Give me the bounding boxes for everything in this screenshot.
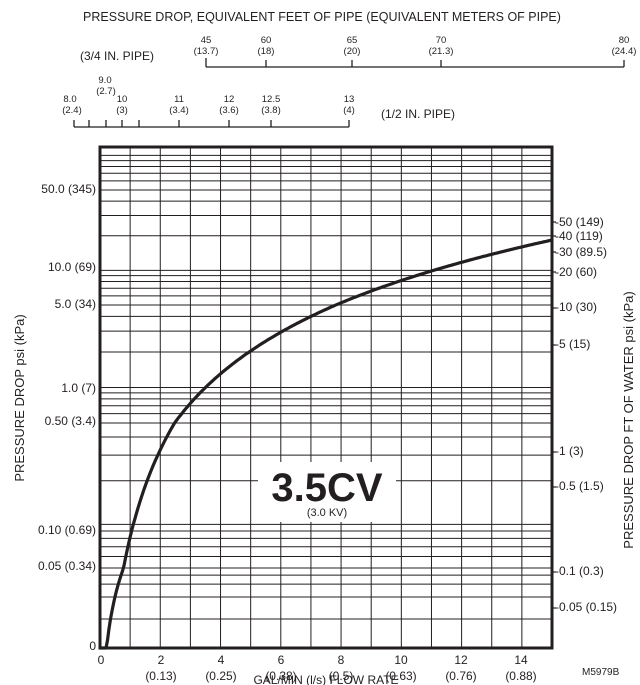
center-label: 3.5CV [271, 466, 382, 510]
y-axis-label-right: PRESSURE DROP FT OF WATER psi (kPa) [621, 291, 636, 548]
chart-title: PRESSURE DROP, EQUIVALENT FEET OF PIPE (… [83, 10, 561, 24]
pipe-12-label: (1/2 IN. PIPE) [381, 107, 455, 121]
y-tick-label-right: -0.5 (1.5) [555, 479, 604, 493]
x-tick-sub: (0.76) [445, 669, 476, 683]
pipe-12-tick-label: 13 [344, 94, 355, 105]
y-tick-label-left: 0.05 (0.34) [38, 559, 96, 573]
pipe-34-tick-sub: (20) [344, 46, 361, 57]
pipe-12-tick-sub: (3.6) [219, 105, 239, 116]
x-tick-sub: (0.25) [205, 669, 236, 683]
x-tick-sub: (0.13) [145, 669, 176, 683]
x-tick-label: 0 [98, 653, 105, 667]
y-tick-label-right: -1 (3) [555, 444, 584, 458]
pipe-34-label: (3/4 IN. PIPE) [80, 49, 154, 63]
plot-background [100, 147, 552, 648]
pipe-12-tick-sub: (2.4) [62, 105, 82, 116]
pipe-12-tick-sub: (3) [116, 105, 128, 116]
pipe-34-tick-label: 80 [619, 35, 630, 46]
y-tick-label-left: 0.10 (0.69) [38, 523, 96, 537]
y-tick-label-right: -10 (30) [555, 300, 597, 314]
center-sublabel: (3.0 KV) [307, 507, 347, 519]
x-tick-sub: (0.88) [505, 669, 536, 683]
pipe-12-tick-sub: (3.8) [261, 105, 281, 116]
y-tick-label-right: -50 (149) [555, 215, 604, 229]
grid [100, 147, 556, 648]
x-tick-label: 10 [394, 653, 408, 667]
pipe-12-tick-label: 8.0 [63, 94, 76, 105]
x-tick-label: 8 [338, 653, 345, 667]
pipe-12-tick-sub: (2.7) [96, 86, 116, 97]
pipe-34-tick-sub: (13.7) [194, 46, 219, 57]
y-tick-label-right: -5 (15) [555, 337, 590, 351]
x-tick-label: 12 [454, 653, 468, 667]
y-tick-label-right: -0.05 (0.15) [555, 600, 617, 614]
y-tick-label-left: 50.0 (345) [41, 182, 96, 196]
y-tick-label-right: -40 (119) [555, 229, 603, 243]
flow-curve-line [98, 238, 554, 650]
y-tick-label-left: 5.0 (34) [55, 297, 96, 311]
x-tick-label: 6 [278, 653, 285, 667]
pipe-34-tick-sub: (24.4) [612, 46, 637, 57]
y-tick-label-left: 0 [89, 639, 96, 653]
y-axis-label-left: PRESSURE DROP psi (kPa) [12, 314, 27, 481]
pipe-34-tick-sub: (18) [258, 46, 275, 57]
pipe-12-tick-label: 10 [117, 94, 128, 105]
x-tick-sub: (0.63) [385, 669, 416, 683]
pipe-12-tick-label: 12.5 [262, 94, 281, 105]
pipe-34-tick-label: 60 [261, 35, 272, 46]
x-axis-label: GAL/MIN (l/s) FLOW RATE [253, 673, 398, 685]
figure-id: M5979B [582, 667, 620, 678]
y-tick-label-right: -0.1 (0.3) [555, 564, 604, 578]
y-tick-label-right: -30 (89.5) [555, 245, 607, 259]
x-tick-label: 2 [158, 653, 165, 667]
center-label-background [258, 462, 396, 522]
y-tick-label-left: 0.50 (3.4) [45, 414, 96, 428]
pipe-34-tick-label: 65 [347, 35, 358, 46]
y-tick-label-left: 1.0 (7) [61, 381, 96, 395]
pipe-12-tick-sub: (4) [343, 105, 355, 116]
pipe-12-tick-label: 12 [224, 94, 235, 105]
pipe-12-tick-label: 9.0 [98, 75, 111, 86]
pipe-34-tick-sub: (21.3) [429, 46, 454, 57]
pipe-12-tick-sub: (3.4) [169, 105, 189, 116]
x-tick-sub: (0.5) [329, 669, 354, 683]
plot-frame [98, 145, 554, 650]
x-tick-sub: (0.38) [265, 669, 296, 683]
y-tick-label-left: 10.0 (69) [48, 260, 96, 274]
pipe-34-scale: (3/4 IN. PIPE) 45 (13.7) 60 (18) 65 (20)… [80, 35, 637, 68]
pipe-34-tick-label: 70 [436, 35, 447, 46]
x-tick-label: 14 [514, 653, 528, 667]
pipe-12-scale: (1/2 IN. PIPE) 8.0 (2.4) 9.0 (2.7) 10 (3… [62, 75, 455, 128]
pipe-12-tick-label: 11 [174, 94, 184, 105]
pipe-34-tick-label: 45 [201, 35, 212, 46]
y-tick-label-right: -20 (60) [555, 265, 597, 279]
x-tick-label: 4 [218, 653, 225, 667]
